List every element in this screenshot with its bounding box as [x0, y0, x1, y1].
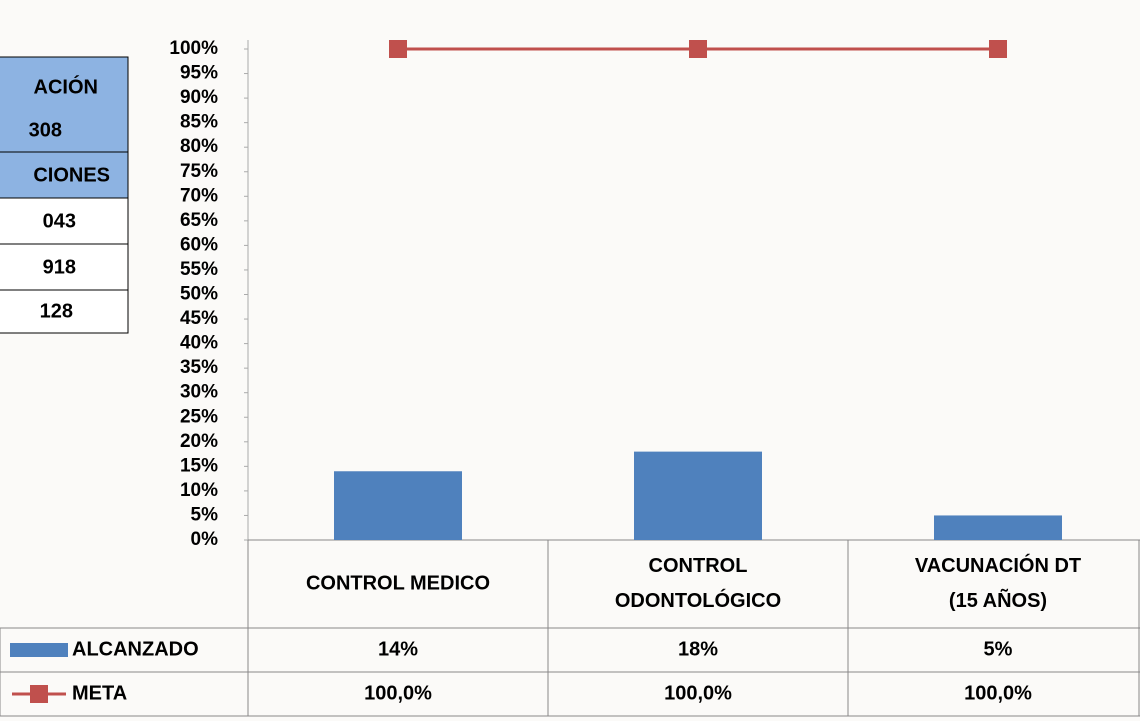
- legend-label: ALCANZADO: [72, 638, 199, 660]
- data-label: 100,0%: [664, 682, 732, 704]
- y-tick-label: 5%: [191, 504, 219, 525]
- bar: [334, 471, 462, 540]
- data-label: 100,0%: [364, 682, 432, 704]
- side-cell: 308: [29, 119, 62, 141]
- y-tick-label: 70%: [180, 185, 218, 206]
- y-tick-label: 95%: [180, 63, 218, 84]
- side-cell: 128: [40, 300, 73, 322]
- y-tick-label: 75%: [180, 161, 218, 182]
- y-tick-label: 20%: [180, 431, 218, 452]
- bar: [934, 515, 1062, 540]
- y-tick-label: 55%: [180, 259, 218, 280]
- legend-label: META: [72, 682, 127, 704]
- data-label: 18%: [678, 638, 718, 660]
- side-table: ACIÓN 308 CIONES 043 918 128: [0, 56, 129, 334]
- y-tick-label: 35%: [180, 357, 218, 378]
- y-tick-label: 45%: [180, 308, 218, 329]
- y-tick-label: 50%: [180, 284, 218, 305]
- y-tick-label: 15%: [180, 455, 218, 476]
- y-tick-label: 90%: [180, 87, 218, 108]
- y-tick-label: 85%: [180, 112, 218, 133]
- legend-key: [10, 643, 68, 657]
- y-tick-label: 100%: [169, 38, 218, 59]
- y-tick-label: 0%: [191, 529, 219, 550]
- y-tick-label: 40%: [180, 333, 218, 354]
- side-cell: 918: [43, 256, 76, 278]
- legend-key: [30, 685, 48, 703]
- side-table-body: [0, 197, 129, 334]
- data-label: 14%: [378, 638, 418, 660]
- data-label: 5%: [984, 638, 1013, 660]
- y-tick-label: 80%: [180, 136, 218, 157]
- side-cell: 043: [43, 210, 76, 232]
- y-tick-label: 65%: [180, 210, 218, 231]
- y-tick-label: 30%: [180, 382, 218, 403]
- x-tick-label: CONTROL ODONTOLÓGICO: [615, 555, 781, 612]
- x-tick-label: CONTROL MEDICO: [306, 572, 490, 594]
- side-cell: CIONES: [33, 164, 110, 186]
- line-marker: [389, 40, 407, 58]
- line-marker: [689, 40, 707, 58]
- x-tick-label: VACUNACIÓN DT (15 AÑOS): [915, 553, 1081, 612]
- side-table-header: [0, 56, 129, 199]
- data-label: 100,0%: [964, 682, 1032, 704]
- line-marker: [989, 40, 1007, 58]
- y-tick-label: 10%: [180, 480, 218, 501]
- y-tick-label: 25%: [180, 406, 218, 427]
- bar: [634, 451, 762, 540]
- y-tick-label: 60%: [180, 234, 218, 255]
- side-cell: ACIÓN: [34, 74, 98, 98]
